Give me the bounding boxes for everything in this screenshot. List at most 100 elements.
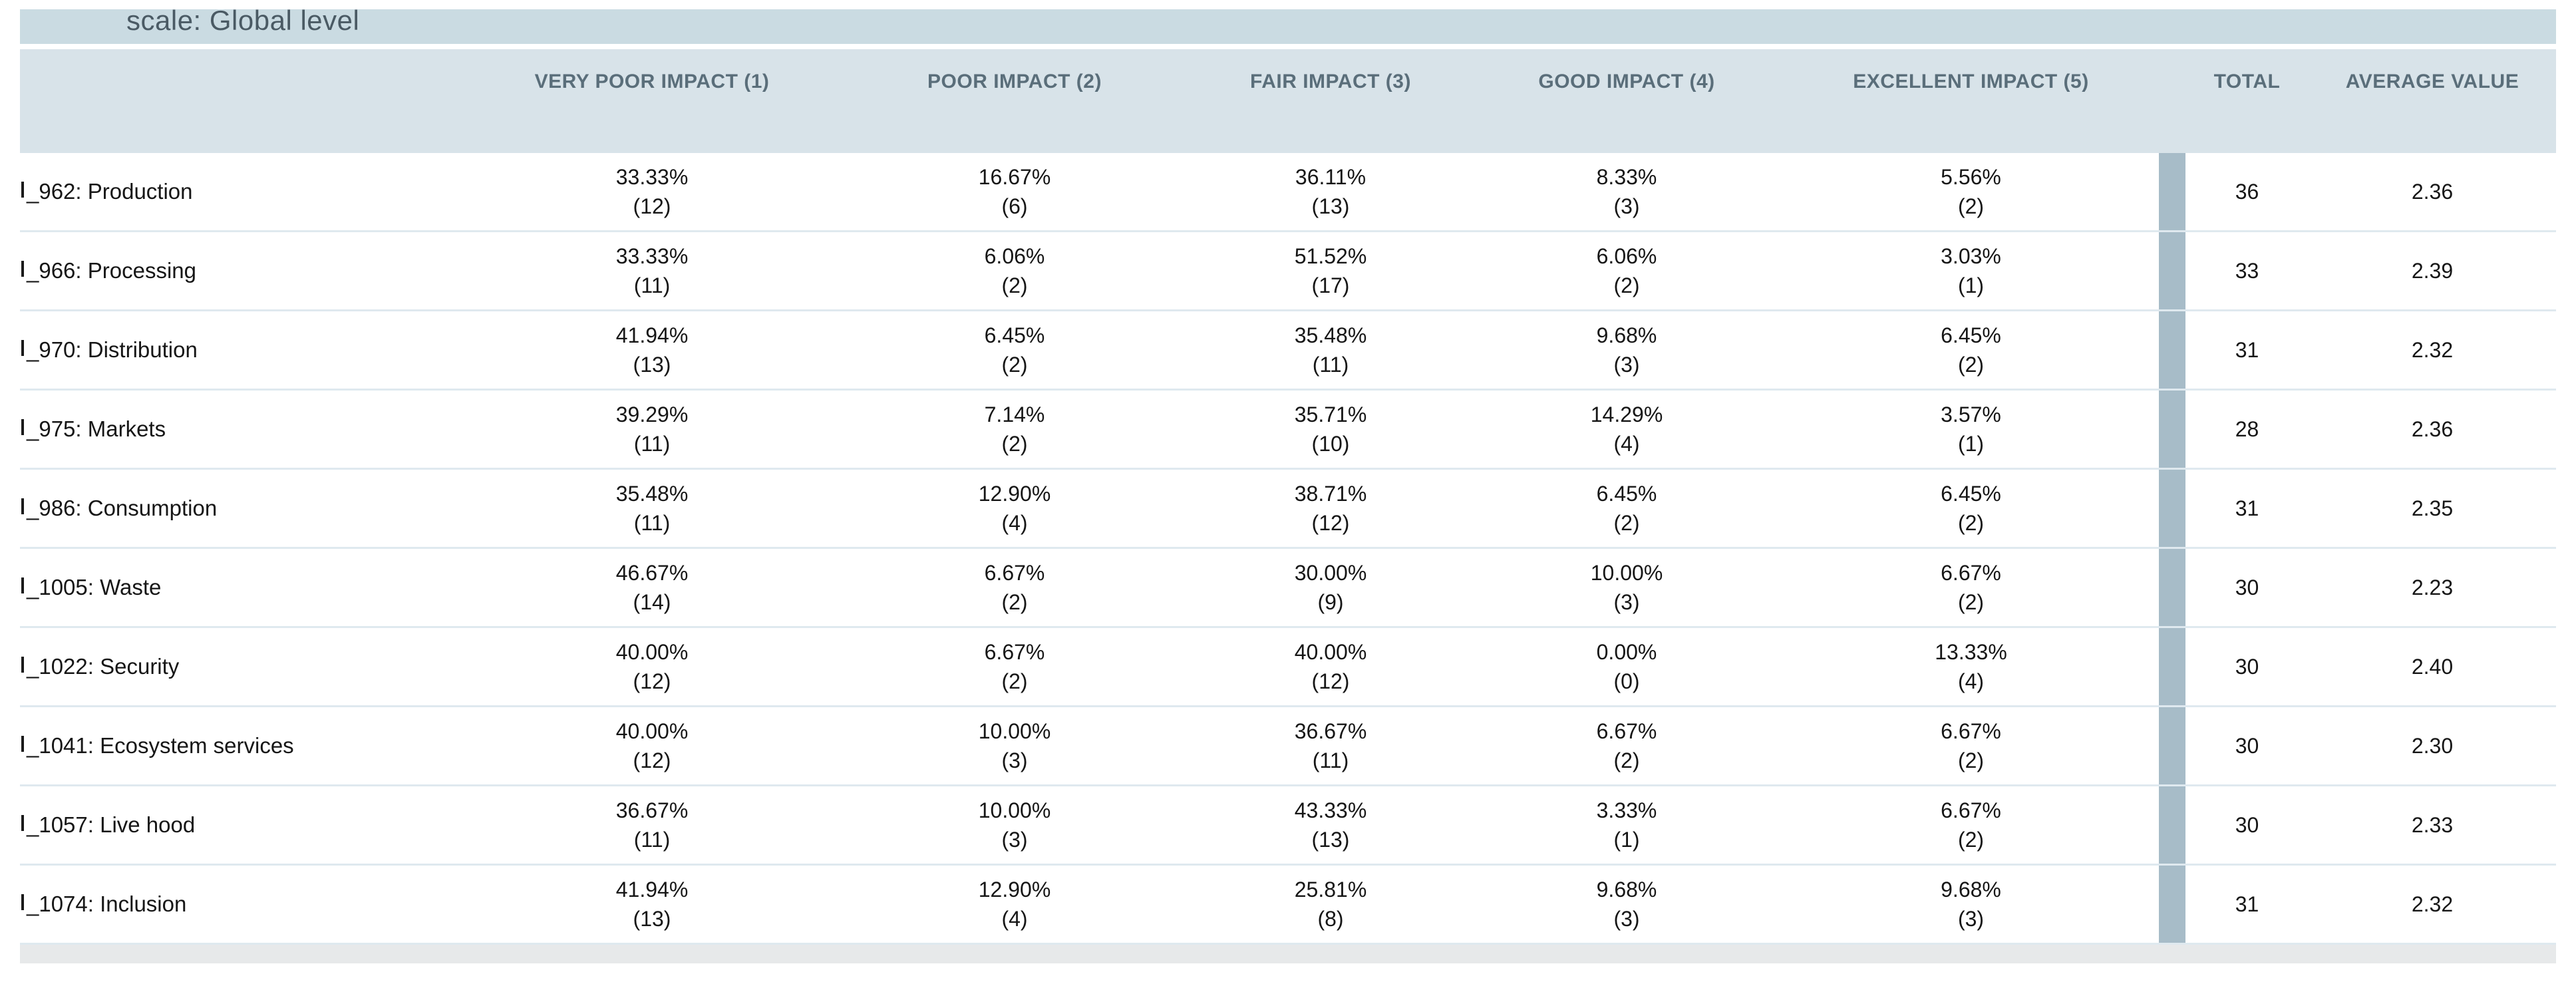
answer-cell: 6.67% (2): [838, 549, 1191, 626]
answer-percentage: 0.00%: [1596, 640, 1657, 664]
answer-percentage: 41.94%: [615, 323, 689, 347]
total-cell: 36: [2235, 180, 2259, 204]
answer-cell: 12.90% (4): [838, 866, 1191, 943]
answer-count: (3): [1001, 748, 1028, 772]
row-label: _1022: Security: [20, 628, 466, 705]
answer-count: (13): [633, 353, 671, 377]
table-body: _962: Production 33.33% (12) 16.67% (6) 36.11…: [20, 153, 2556, 945]
average-value-cell: 2.39: [2411, 259, 2454, 283]
answer-percentage: 13.33%: [1935, 640, 2007, 664]
answer-percentage: 6.67%: [1941, 798, 2001, 822]
answer-cell: 43.33% (13): [1191, 786, 1470, 864]
answer-count: (12): [1311, 511, 1350, 535]
answer-count: (4): [1001, 907, 1028, 931]
answer-cell: 7.14% (2): [838, 391, 1191, 468]
table-row: _1022: Security 40.00% (12) 6.67% (2) 40.00% (…: [20, 628, 2556, 707]
answer-cell: 33.33% (12): [466, 153, 838, 230]
answer-cell: 14.29% (4): [1470, 391, 1783, 468]
answer-cell: 40.00% (12): [1191, 628, 1470, 705]
answer-cell: 41.94% (13): [466, 866, 838, 943]
row-label: _1041: Ecosystem services: [20, 707, 466, 784]
row-label: _1057: Live hood: [20, 786, 466, 864]
answer-cell: 16.67% (6): [838, 153, 1191, 230]
divider-bar: [2159, 549, 2185, 626]
divider-bar: [2159, 786, 2185, 864]
clipped-text-fragment: [21, 577, 24, 593]
total-cell: 30: [2235, 813, 2259, 837]
answer-cell: 6.67% (2): [838, 628, 1191, 705]
divider-bar: [2159, 707, 2185, 784]
answer-percentage: 12.90%: [978, 878, 1051, 902]
answer-count: (12): [633, 194, 671, 218]
answer-cell: 38.71% (12): [1191, 470, 1470, 547]
answer-count: (13): [633, 907, 671, 931]
row-label-text: _1074: Inclusion: [27, 892, 187, 916]
table-header-row: VERY POOR IMPACT (1) POOR IMPACT (2) FAI…: [20, 49, 2556, 153]
answer-cell: 13.33% (4): [1783, 628, 2159, 705]
column-header-average-value: AVERAGE VALUE: [2345, 71, 2519, 92]
clipped-text-fragment: [21, 815, 24, 831]
clipped-text-fragment: [21, 340, 24, 356]
divider-bar: [2159, 391, 2185, 468]
answer-count: (1): [1613, 828, 1640, 852]
answer-count: (13): [1311, 194, 1350, 218]
answer-percentage: 10.00%: [1590, 561, 1663, 585]
total-cell: 31: [2235, 496, 2259, 520]
answer-percentage: 6.45%: [984, 323, 1045, 347]
clipped-text-fragment: [21, 894, 24, 910]
answer-percentage: 36.11%: [1295, 165, 1367, 189]
answer-count: (12): [1311, 669, 1350, 693]
row-label-text: _1041: Ecosystem services: [27, 733, 294, 758]
divider-bar: [2159, 866, 2185, 943]
total-cell: 30: [2235, 575, 2259, 599]
answer-cell: 5.56% (2): [1783, 153, 2159, 230]
answer-count: (10): [1311, 432, 1350, 456]
answer-cell: 10.00% (3): [838, 786, 1191, 864]
answer-cell: 33.33% (11): [466, 232, 838, 309]
answer-count: (2): [1613, 748, 1640, 772]
answer-cell: 6.06% (2): [1470, 232, 1783, 309]
total-cell: 28: [2235, 417, 2259, 441]
row-label-text: _1057: Live hood: [27, 812, 196, 837]
answer-cell: 25.81% (8): [1191, 866, 1470, 943]
clipped-text-fragment: [21, 261, 24, 277]
answer-percentage: 8.33%: [1596, 165, 1657, 189]
divider-bar: [2159, 232, 2185, 309]
table-row: _1005: Waste 46.67% (14) 6.67% (2) 30.00% (9) 1…: [20, 549, 2556, 628]
answer-percentage: 6.67%: [984, 561, 1045, 585]
answer-count: (3): [1613, 907, 1640, 931]
answer-cell: 9.68% (3): [1783, 866, 2159, 943]
answer-percentage: 9.68%: [1596, 878, 1657, 902]
answer-percentage: 6.06%: [984, 244, 1045, 268]
answer-cell: 10.00% (3): [1470, 549, 1783, 626]
answer-percentage: 36.67%: [1294, 719, 1367, 743]
answer-cell: 6.45% (2): [1470, 470, 1783, 547]
answer-cell: 6.06% (2): [838, 232, 1191, 309]
answer-percentage: 3.03%: [1941, 244, 2001, 268]
answer-count: (4): [1001, 511, 1028, 535]
average-value-cell: 2.32: [2411, 892, 2454, 916]
answer-percentage: 6.67%: [984, 640, 1045, 664]
answer-count: (1): [1957, 273, 1985, 297]
answer-percentage: 36.67%: [615, 798, 689, 822]
column-header-good-impact: GOOD IMPACT (4): [1538, 71, 1715, 92]
answer-count: (2): [1001, 432, 1028, 456]
average-value-cell: 2.30: [2411, 734, 2454, 758]
answer-percentage: 33.33%: [615, 244, 689, 268]
answer-count: (4): [1957, 669, 1985, 693]
answer-count: (8): [1317, 907, 1344, 931]
column-header-poor-impact: POOR IMPACT (2): [927, 71, 1102, 92]
answer-percentage: 9.68%: [1596, 323, 1657, 347]
answer-percentage: 6.67%: [1941, 719, 2001, 743]
table-row: _1057: Live hood 36.67% (11) 10.00% (3) 43.33…: [20, 786, 2556, 866]
clipped-text-fragment: [21, 736, 24, 752]
answer-cell: 46.67% (14): [466, 549, 838, 626]
average-value-cell: 2.35: [2411, 496, 2454, 520]
answer-cell: 12.90% (4): [838, 470, 1191, 547]
average-value-cell: 2.40: [2411, 655, 2454, 679]
answer-cell: 9.68% (3): [1470, 311, 1783, 389]
answer-count: (12): [633, 748, 671, 772]
answer-count: (2): [1957, 748, 1985, 772]
answer-count: (2): [1613, 511, 1640, 535]
answer-count: (11): [633, 273, 671, 297]
